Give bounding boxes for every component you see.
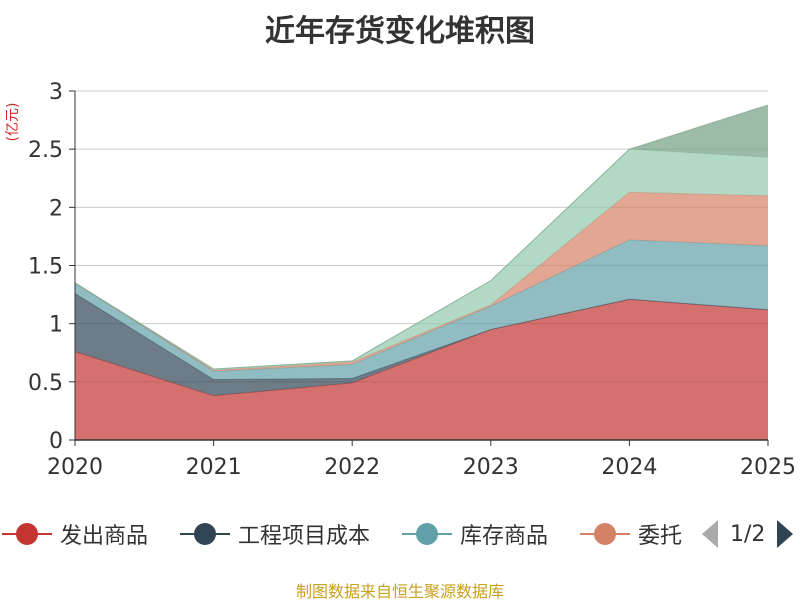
legend-pager: 1/2 xyxy=(702,518,794,550)
y-tick-label-4: 2 xyxy=(49,196,63,221)
y-tick-label-5: 2.5 xyxy=(28,138,63,163)
legend-item-0[interactable]: 发出商品 xyxy=(2,516,148,552)
x-tick-label-2: 2022 xyxy=(324,455,380,480)
y-tick-label-3: 1.5 xyxy=(28,255,63,280)
legend-label-3: 委托 xyxy=(638,524,683,549)
series-area-5 xyxy=(75,104,768,370)
legend-dot-1 xyxy=(194,523,216,545)
legend-item-2[interactable]: 库存商品 xyxy=(402,516,548,552)
legend-dot-3 xyxy=(594,523,616,545)
series-area-0 xyxy=(75,299,768,440)
legend-prev-arrow-icon[interactable] xyxy=(702,520,718,548)
series-area-3 xyxy=(75,192,768,372)
legend-marker-1 xyxy=(180,516,230,552)
chart-title: 近年存货变化堆积图 xyxy=(265,14,535,49)
data-source-note: 制图数据来自恒生聚源数据库 xyxy=(295,582,504,601)
legend-item-1[interactable]: 工程项目成本 xyxy=(180,516,370,552)
x-tick-label-0: 2020 xyxy=(47,455,103,480)
legend-marker-2 xyxy=(402,516,452,552)
legend-dot-2 xyxy=(416,523,438,545)
x-tick-label-1: 2021 xyxy=(186,455,242,480)
series-area-4 xyxy=(75,149,768,371)
legend-item-3[interactable]: 委托 xyxy=(580,516,682,552)
x-tick-label-5: 2025 xyxy=(740,455,796,480)
legend-page-indicator: 1/2 xyxy=(730,521,766,547)
x-tick-label-4: 2024 xyxy=(601,455,657,480)
y-tick-label-6: 3 xyxy=(49,80,63,105)
series-area-2 xyxy=(75,239,768,380)
legend-next-arrow-icon[interactable] xyxy=(777,520,794,548)
y-tick-label-2: 1 xyxy=(49,313,63,338)
legend-marker-0 xyxy=(2,516,52,552)
legend: 发出商品 工程项目成本 库存商品 委托 xyxy=(0,516,800,552)
series-line-5 xyxy=(74,104,769,370)
legend-label-1: 工程项目成本 xyxy=(238,524,371,549)
legend-label-2: 库存商品 xyxy=(460,524,549,549)
x-tick-label-3: 2023 xyxy=(463,455,519,480)
y-tick-label-0: 0 xyxy=(49,429,63,454)
legend-dot-0 xyxy=(16,523,38,545)
y-tick-label-1: 0.5 xyxy=(28,371,63,396)
legend-label-0: 发出商品 xyxy=(60,524,149,549)
legend-marker-3 xyxy=(580,516,630,552)
